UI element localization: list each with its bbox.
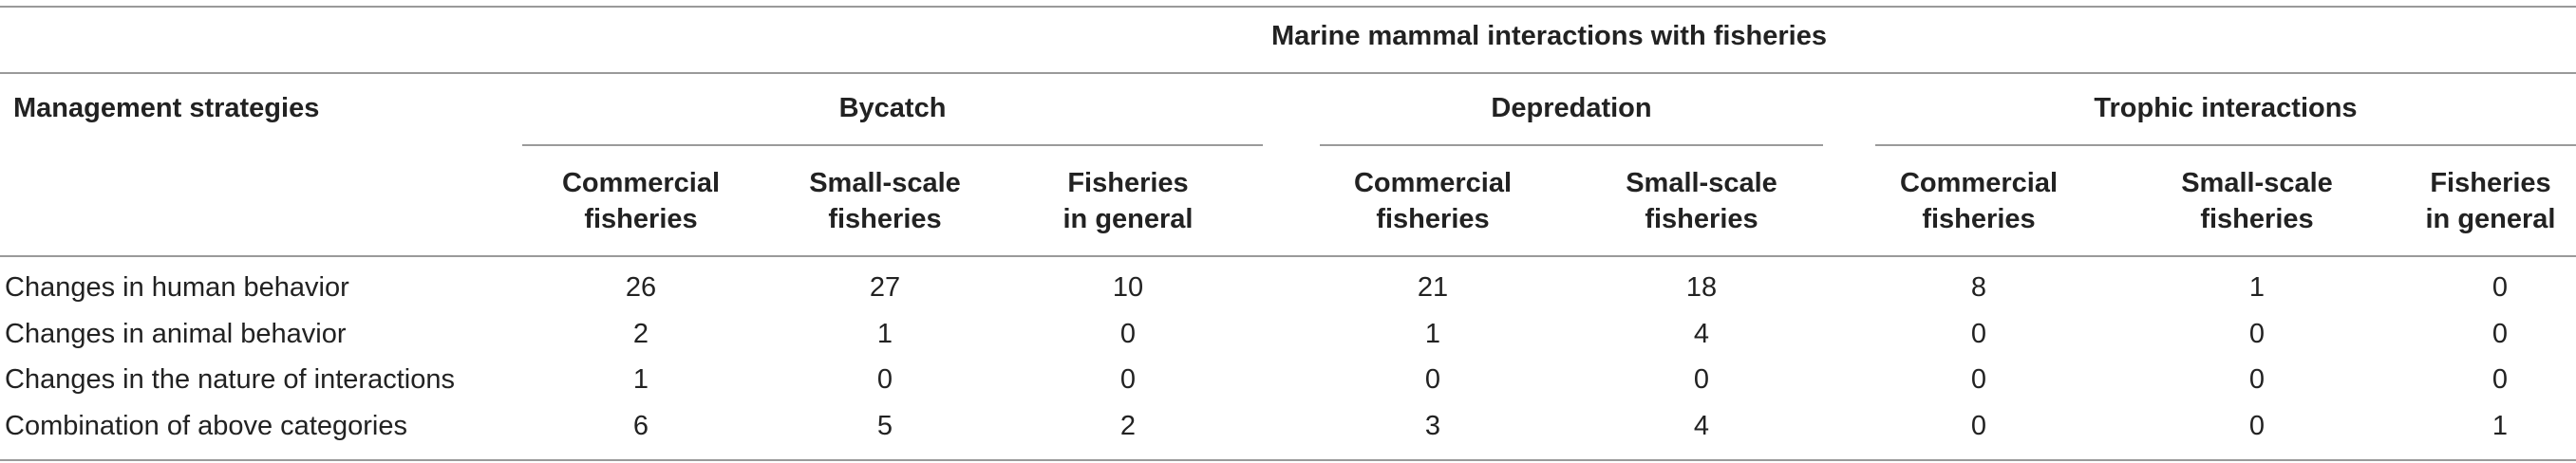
group-header-depredation: Depredation — [1491, 93, 1652, 123]
row-label: Changes in the nature of interactions — [5, 364, 455, 395]
table-cell: 21 — [1417, 272, 1449, 303]
table-cell: 10 — [1112, 272, 1144, 303]
table-cell: 5 — [876, 411, 893, 441]
depredation-group-rule — [1320, 144, 1823, 146]
table-cell: 0 — [1970, 364, 1987, 395]
table-cell: 1 — [2491, 411, 2509, 441]
table-cell: 27 — [869, 272, 901, 303]
top-header: Marine mammal interactions with fisherie… — [1270, 21, 1827, 51]
table-cell: 0 — [2491, 364, 2509, 395]
row-label: Combination of above categories — [5, 411, 407, 441]
table-top-rule — [0, 6, 2576, 8]
row-label: Changes in animal behavior — [5, 319, 347, 349]
table-cell: 0 — [2248, 364, 2266, 395]
table-cell: 3 — [1424, 411, 1441, 441]
group-header-trophic: Trophic interactions — [2094, 93, 2358, 123]
table-cell: 0 — [2248, 411, 2266, 441]
subheader-trophic-general: Fisheries in general — [2425, 168, 2556, 234]
table-cell: 4 — [1693, 411, 1710, 441]
subheader-bycatch-general: Fisheries in general — [1062, 168, 1194, 234]
table-cell: 4 — [1693, 319, 1710, 349]
table-cell: 8 — [1970, 272, 1987, 303]
table-cell: 0 — [1424, 364, 1441, 395]
header-bottom-rule — [0, 255, 2576, 257]
table-cell: 1 — [2248, 272, 2266, 303]
table-cell: 2 — [632, 319, 649, 349]
table-cell: 0 — [1970, 319, 1987, 349]
table-bottom-rule — [0, 459, 2576, 461]
subheader-depredation-commercial: Commercial fisheries — [1353, 168, 1512, 234]
trophic-group-rule — [1875, 144, 2576, 146]
row-label: Changes in human behavior — [5, 272, 349, 303]
table-cell: 0 — [2491, 319, 2509, 349]
subheader-bycatch-small-scale: Small-scale fisheries — [809, 168, 961, 234]
subheader-trophic-small-scale: Small-scale fisheries — [2181, 168, 2333, 234]
table-cell: 0 — [1119, 364, 1137, 395]
bycatch-group-rule — [522, 144, 1263, 146]
table-cell: 1 — [876, 319, 893, 349]
group-header-bycatch: Bycatch — [838, 93, 947, 123]
subheader-trophic-commercial: Commercial fisheries — [1899, 168, 2058, 234]
table-cell: 26 — [625, 272, 657, 303]
table-cell: 0 — [1693, 364, 1710, 395]
table-cell: 0 — [1119, 319, 1137, 349]
table-cell: 0 — [1970, 411, 1987, 441]
subheader-bycatch-commercial: Commercial fisheries — [561, 168, 720, 234]
table-cell: 6 — [632, 411, 649, 441]
table-cell: 18 — [1685, 272, 1718, 303]
table-cell: 0 — [2491, 272, 2509, 303]
table-cell: 2 — [1119, 411, 1137, 441]
table-cell: 1 — [1424, 319, 1441, 349]
table-cell: 0 — [876, 364, 893, 395]
table-cell: 0 — [2248, 319, 2266, 349]
subheader-depredation-small-scale: Small-scale fisheries — [1626, 168, 1777, 234]
row-header: Management strategies — [13, 93, 320, 123]
table-cell: 1 — [632, 364, 649, 395]
top-header-rule — [0, 72, 2576, 74]
